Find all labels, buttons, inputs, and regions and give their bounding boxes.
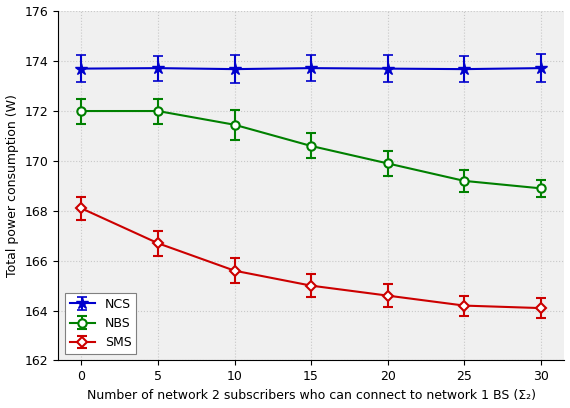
X-axis label: Number of network 2 subscribers who can connect to network 1 BS (Σ₂): Number of network 2 subscribers who can …: [87, 389, 536, 402]
Y-axis label: Total power consumption (W): Total power consumption (W): [6, 94, 19, 277]
Legend: NCS, NBS, SMS: NCS, NBS, SMS: [64, 293, 136, 354]
